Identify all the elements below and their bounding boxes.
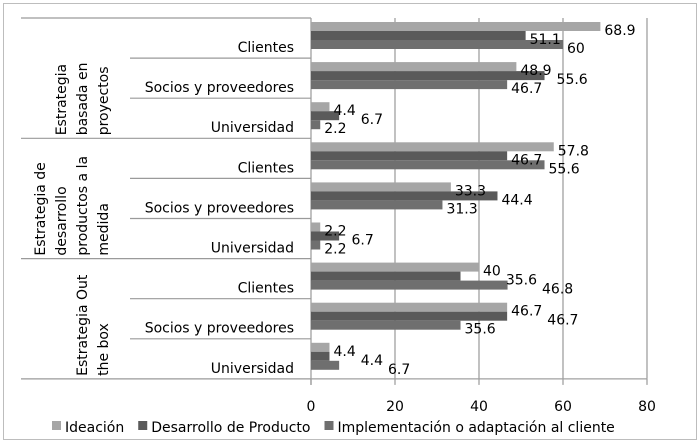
group-label: Estrategia [54,64,70,135]
data-label: 33.3 [455,183,486,199]
bar [311,342,330,352]
bar [311,240,321,250]
data-label: 68.9 [604,23,635,39]
data-label: 46.7 [511,304,542,320]
data-label: 55.6 [557,72,588,88]
bar [311,142,554,152]
category-label: Clientes [238,281,294,297]
data-label: 46.7 [511,81,542,97]
bar [311,80,508,90]
legend-label: Implementación o adaptación al cliente [338,420,615,436]
legend-item: Ideación [52,420,124,436]
bar [311,22,601,31]
data-label: 2.2 [324,242,346,258]
legend-swatch [52,421,61,430]
data-label: 60 [567,41,585,57]
x-tick-label: 80 [638,399,656,415]
group-label: Estrategia Out [75,274,91,376]
category-label: Clientes [238,40,294,56]
bar [311,262,479,272]
group-label: basada en [75,63,91,136]
category-label: Socios y proveedores [145,200,294,216]
bar [311,311,508,321]
bar [311,120,321,130]
bar [311,360,340,370]
bar [311,31,526,40]
group-label: the box [96,323,112,376]
group-label: desarrollo [54,186,70,255]
data-label: 35.6 [465,322,496,338]
bar [311,200,443,210]
bar [311,351,330,361]
data-label: 46.7 [547,313,578,329]
legend-label: Desarrollo de Producto [151,420,310,436]
data-label: 46.8 [542,282,573,298]
data-label: 44.4 [501,192,532,208]
legend-item: Implementación o adaptación al cliente [324,420,615,436]
bar [311,222,321,232]
data-label: 4.4 [333,103,355,119]
bar [311,151,508,161]
bar [311,40,563,49]
data-label: 31.3 [446,201,477,217]
data-label: 6.7 [352,233,374,249]
data-label: 6.7 [361,112,383,128]
data-label: 2.2 [324,121,346,137]
legend-label: Ideación [65,420,124,436]
bar [311,182,451,192]
data-label: 48.9 [520,63,551,79]
data-label: 55.6 [549,161,580,177]
bar [311,102,330,112]
data-label: 4.4 [361,353,383,369]
bar [311,302,508,312]
x-tick-label: 20 [386,399,404,415]
data-label: 4.4 [333,344,355,360]
group-label: productos a la [75,156,91,256]
bar [311,271,461,281]
bar [311,111,340,121]
bar [311,71,545,81]
bar [311,231,340,241]
bar [311,320,461,330]
bar [311,191,498,201]
data-label: 57.8 [558,143,589,159]
data-label: 2.2 [324,224,346,240]
legend-swatch [138,421,148,430]
bar [311,160,545,170]
data-label: 51.1 [530,32,561,48]
x-tick-label: 60 [554,399,572,415]
legend-item: Desarrollo de Producto [138,420,311,436]
category-label: Universidad [211,241,294,257]
x-tick-label: 0 [307,399,316,415]
legend-swatch [324,421,334,430]
category-label: Socios y proveedores [145,321,294,337]
bar [311,62,517,72]
group-label: proyectos [96,66,112,135]
category-label: Clientes [238,160,294,176]
data-label: 40 [483,264,501,280]
data-label: 6.7 [388,362,410,378]
category-label: Socios y proveedores [145,80,294,96]
group-label: Estrategia de [33,162,49,255]
x-tick-label: 40 [470,399,488,415]
category-label: Universidad [211,120,294,136]
category-label: Universidad [211,361,294,377]
bar [311,280,508,290]
data-label: 46.7 [511,152,542,168]
group-label: medida [96,203,112,256]
data-label: 35.6 [506,273,537,289]
